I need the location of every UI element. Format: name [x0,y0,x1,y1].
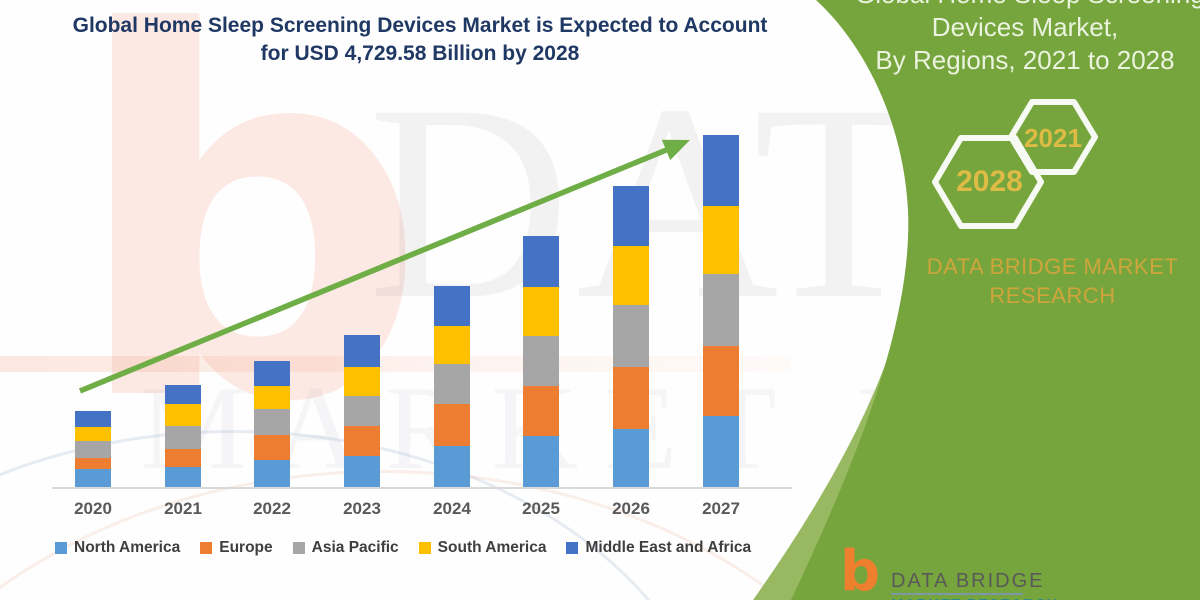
x-axis-label-2026: 2026 [612,499,650,518]
side-panel-title-line1: Global Home Sleep Screening [855,0,1200,11]
bar-segment-2022-north-america [254,460,290,487]
databridge-logo-icon: b [840,539,881,600]
legend-swatch-icon [566,542,579,554]
x-axis-label-2027: 2027 [702,499,740,518]
bar-segment-2021-south-america [165,404,201,426]
bar-segment-2026-asia-pacific [613,305,649,367]
bar-segment-2023-europe [344,426,380,456]
bar-segment-2023-asia-pacific [344,396,380,426]
bar-segment-2027-north-america [703,416,739,487]
side-panel-title-line3: By Regions, 2021 to 2028 [875,45,1175,75]
bar-segment-2022-europe [254,435,290,460]
side-panel-curve-dark [791,0,1200,600]
legend-label: Asia Pacific [311,539,399,556]
bar-segment-2024-south-america [434,326,470,364]
x-axis-label-2022: 2022 [253,499,291,518]
side-panel-title-line2: Devices Market, [931,12,1119,42]
legend-swatch-icon [418,542,431,554]
bar-segment-2027-middle-east-and-africa [703,135,739,206]
hexagon-year-2028: 2028 [956,165,1023,198]
logo-underline [891,593,1023,595]
bar-segment-2025-europe [523,386,559,436]
x-axis-label-2023: 2023 [343,499,381,518]
legend-label: South America [437,539,547,556]
bar-segment-2025-asia-pacific [523,336,559,386]
bar-segment-2023-south-america [344,367,380,396]
brand-name: DATA BRIDGE MARKET RESEARCH [905,252,1200,310]
chart-legend: North America Europe Asia Pacific South Ame… [55,539,751,557]
bar-segment-2020-europe [75,458,111,469]
bar-segment-2021-europe [165,449,201,467]
chart-title-line2: for USD 4,729.58 Billion by 2028 [260,42,580,65]
bar-segment-2020-north-america [75,469,111,487]
bar-segment-2027-south-america [703,206,739,274]
hexagon-year-2021: 2021 [1024,123,1082,153]
bar-segment-2023-north-america [344,456,380,487]
bar-segment-2026-north-america [613,429,649,487]
bar-segment-2026-middle-east-and-africa [613,186,649,246]
x-axis-label-2021: 2021 [164,499,202,518]
side-panel-title: Global Home Sleep Screening Devices Mark… [855,0,1200,77]
hexagon-2028-icon [932,135,1044,229]
legend-label: Middle East and Africa [585,539,752,556]
legend-item-europe: Europe [200,539,273,557]
watermark-swoosh-band [0,356,790,372]
bar-segment-2022-south-america [254,386,290,409]
bar-segment-2026-south-america [613,246,649,305]
bar-segment-2021-asia-pacific [165,426,201,449]
legend-item-north-america: North America [55,539,180,557]
legend-label: North America [74,539,181,556]
legend-swatch-icon [292,542,305,554]
bar-segment-2020-asia-pacific [75,441,111,458]
bar-segment-2022-asia-pacific [254,409,290,435]
bar-segment-2027-europe [703,346,739,416]
chart-title: Global Home Sleep Screening Devices Mark… [40,12,800,68]
bar-segment-2027-asia-pacific [703,274,739,346]
bar-segment-2025-south-america [523,287,559,336]
brand-name-line2: RESEARCH [989,283,1116,308]
bar-segment-2024-europe [434,404,470,446]
bar-segment-2020-middle-east-and-africa [75,411,111,427]
bar-segment-2026-europe [613,367,649,429]
legend-swatch-icon [55,542,67,554]
x-axis-label-2025: 2025 [522,499,560,518]
legend-item-south-america: South America [418,539,547,557]
bar-segment-2024-north-america [434,446,470,487]
bar-segment-2023-middle-east-and-africa [344,335,380,367]
x-axis-label-2020: 2020 [74,499,112,518]
bar-segment-2020-south-america [75,427,111,441]
bar-segment-2025-middle-east-and-africa [523,236,559,287]
legend-label: Europe [219,539,273,556]
logo-company-name: DATA BRIDGE [891,570,1045,592]
bar-segment-2021-north-america [165,467,201,487]
brand-name-line1: DATA BRIDGE MARKET [926,254,1179,279]
bar-segment-2022-middle-east-and-africa [254,361,290,386]
chart-title-line1: Global Home Sleep Screening Devices Mark… [72,14,768,37]
x-axis-line [52,487,792,489]
bar-segment-2024-asia-pacific [434,364,470,404]
bar-segment-2025-north-america [523,436,559,487]
legend-item-middle-east-and-africa: Middle East and Africa [566,539,751,557]
legend-swatch-icon [200,542,213,554]
bar-segment-2024-middle-east-and-africa [434,286,470,326]
legend-item-asia-pacific: Asia Pacific [292,539,399,557]
bar-segment-2021-middle-east-and-africa [165,385,201,404]
x-axis-label-2024: 2024 [433,499,471,518]
logo-company-subtitle: MARKET RESEARCH [891,596,1059,600]
